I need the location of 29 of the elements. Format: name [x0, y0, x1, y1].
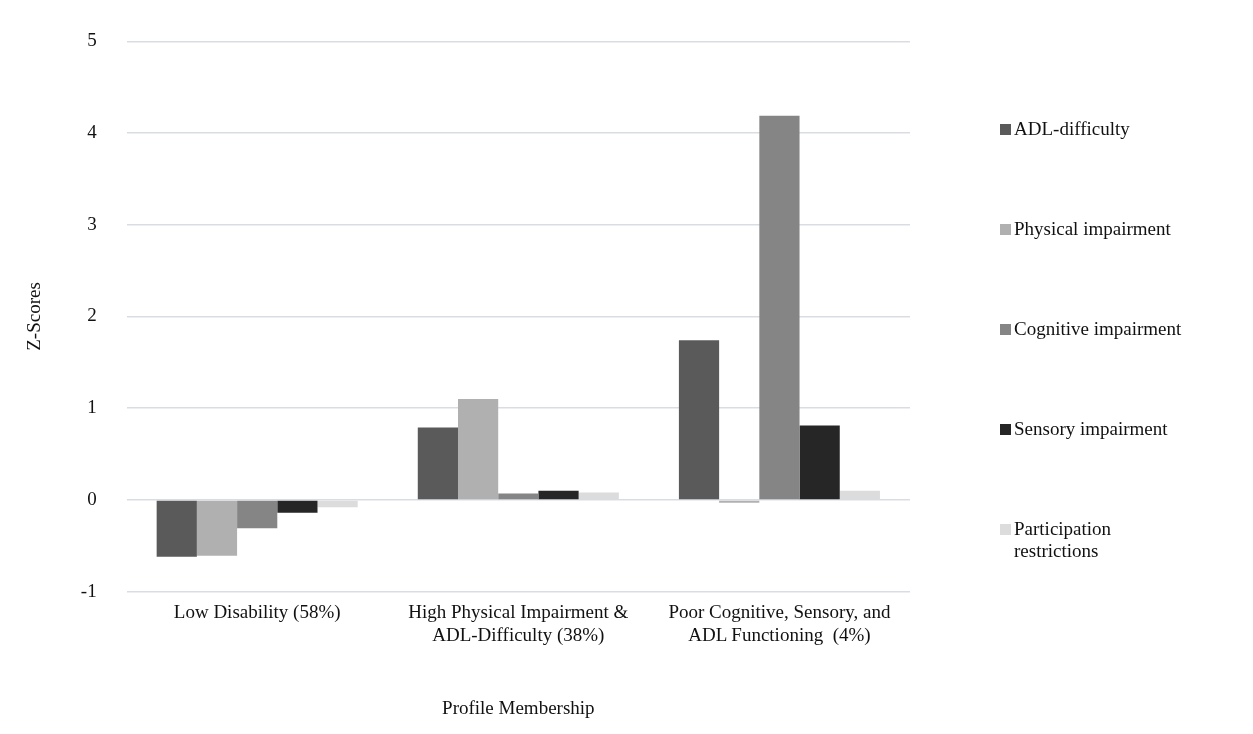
- bar: [799, 425, 840, 500]
- legend-label: Cognitive impairment: [1014, 318, 1182, 340]
- bar: [759, 115, 800, 500]
- x-tick-label: High Physical Impairment & ADL-Difficulty (38%): [408, 600, 629, 646]
- bar: [277, 500, 318, 513]
- bar: [678, 340, 720, 500]
- y-tick-label: 3: [87, 212, 97, 234]
- legend-label: Sensory impairment: [1014, 418, 1168, 440]
- bar: [457, 399, 499, 500]
- x-axis-title: Profile Membership: [442, 696, 595, 718]
- bar: [538, 490, 579, 500]
- y-tick-label: 5: [87, 29, 97, 51]
- bar: [498, 493, 539, 500]
- legend-label: Participation restrictions: [1014, 518, 1113, 562]
- bar: [196, 500, 238, 556]
- x-tick-label: Poor Cognitive, Sensory, and ADL Functioning (4%): [668, 600, 891, 646]
- y-tick-label: 1: [87, 396, 97, 418]
- bar: [156, 500, 197, 557]
- bar: [719, 500, 760, 503]
- y-tick-label: 2: [87, 304, 97, 326]
- x-tick-label: Low Disability (58%): [173, 600, 341, 623]
- legend-label: Physical impairment: [1014, 218, 1171, 240]
- bar: [237, 500, 278, 529]
- legend-label: ADL-difficulty: [1014, 118, 1130, 140]
- y-axis-title: Z-Scores: [23, 282, 45, 351]
- y-tick-label: 0: [87, 487, 97, 509]
- y-tick-label: 4: [87, 121, 98, 143]
- y-tick-label: -1: [80, 579, 97, 601]
- bar: [417, 427, 458, 500]
